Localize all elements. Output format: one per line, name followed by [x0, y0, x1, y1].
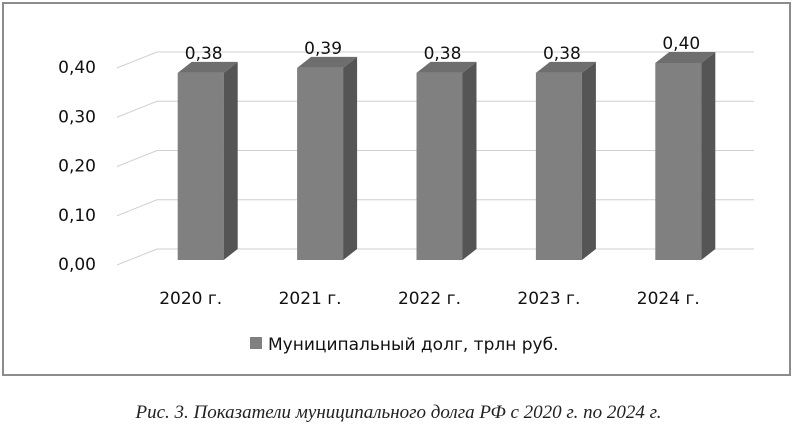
bar: [177, 61, 238, 260]
x-tick-label: 2022 г.: [398, 289, 461, 309]
x-tick-label: 2024 г.: [637, 289, 700, 309]
bar-top: [416, 61, 477, 73]
legend-label: Муниципальный долг, трлн руб.: [268, 335, 559, 355]
legend: Муниципальный долг, трлн руб.: [250, 335, 559, 355]
bar-side: [581, 61, 596, 260]
x-tick-label: 2023 г.: [517, 289, 580, 309]
data-label: 0,38: [543, 44, 581, 64]
bar: [297, 56, 358, 260]
data-label: 0,38: [424, 44, 462, 64]
y-tick-label: 0,40: [58, 58, 96, 78]
bar-front: [535, 72, 582, 260]
data-label: 0,38: [185, 44, 223, 64]
figure-caption: Рис. 3. Показатели муниципального долга …: [135, 402, 662, 423]
bar-front: [416, 72, 463, 260]
data-label: 0,40: [662, 34, 700, 54]
x-tick-label: 2021 г.: [279, 289, 342, 309]
bar-front: [655, 63, 702, 260]
x-tick-label: 2020 г.: [159, 289, 222, 309]
y-tick-label: 0,10: [58, 206, 96, 226]
y-tick-label: 0,30: [58, 107, 96, 127]
bar-side: [701, 52, 716, 260]
bar: [535, 61, 596, 260]
bar-front: [177, 72, 224, 260]
bar: [655, 52, 716, 260]
data-label: 0,39: [304, 39, 342, 59]
data-labels: 0,38 0,39 0,38 0,38 0,40: [185, 34, 700, 64]
bars: [177, 52, 716, 260]
y-tick-label: 0,00: [58, 255, 96, 275]
x-axis-ticks: 2020 г. 2021 г. 2022 г. 2023 г. 2024 г.: [159, 289, 700, 309]
bar-front: [297, 67, 344, 260]
bar-side: [462, 61, 477, 260]
bar-side: [343, 56, 358, 260]
bar: [416, 61, 477, 260]
gridline-diagonal: [116, 100, 158, 118]
y-axis-ticks: 0,00 0,10 0,20 0,30 0,40: [58, 58, 96, 275]
bar-top: [297, 56, 358, 68]
gridline-diagonal: [116, 51, 158, 69]
y-tick-label: 0,20: [58, 157, 96, 177]
bar-top: [655, 52, 716, 63]
bar-top: [177, 61, 238, 73]
gridline-diagonal: [116, 199, 158, 217]
gridline-diagonal: [116, 150, 158, 167]
legend-swatch: [250, 337, 262, 349]
chart-frame: 0,00 0,10 0,20 0,30 0,40 0,38 0,39 0,38 0,38 0,4…: [2, 2, 791, 376]
gridline-diagonal: [116, 248, 158, 266]
bar-chart: 0,00 0,10 0,20 0,30 0,40 0,38 0,39 0,38 0,38 0,4…: [58, 34, 754, 355]
bar-top: [535, 61, 596, 73]
bar-side: [223, 61, 238, 260]
